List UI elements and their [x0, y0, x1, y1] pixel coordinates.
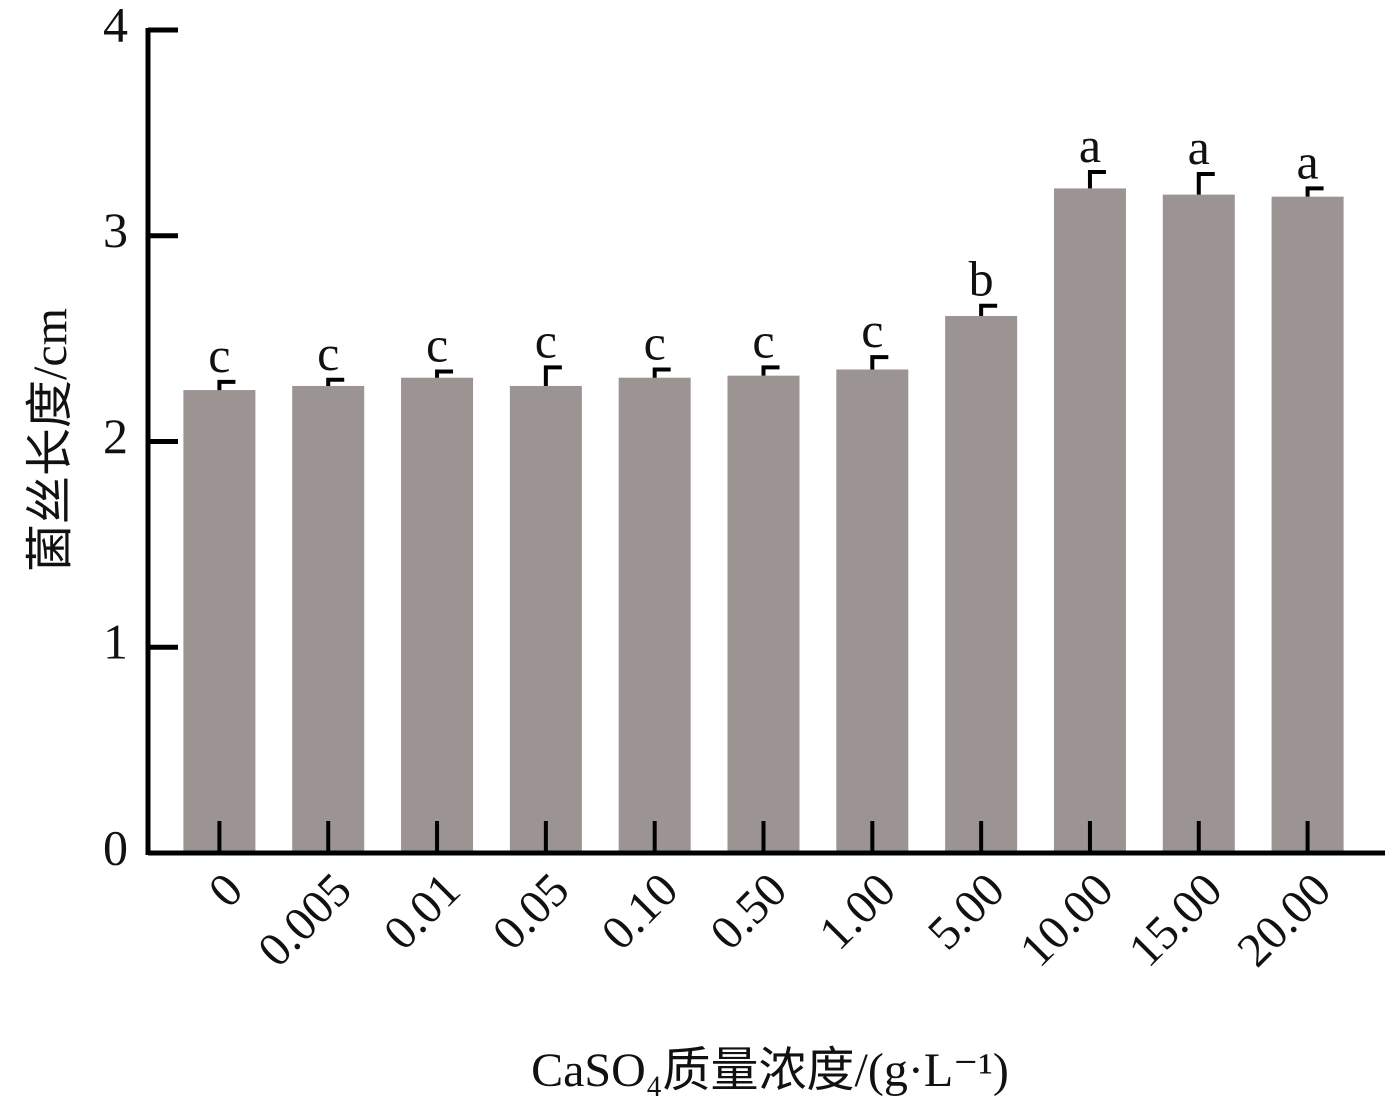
bar [1053, 188, 1126, 854]
significance-letter: b [969, 251, 994, 307]
error-bar [1305, 186, 1324, 197]
y-tick-label: 3 [103, 202, 128, 258]
bar [292, 385, 365, 853]
error-bar [217, 379, 236, 391]
significance-letter: c [535, 312, 557, 368]
significance-letter: a [1188, 119, 1210, 175]
y-axis-title: 菌丝长度/cm [24, 308, 77, 572]
x-tick-label: 0 [199, 863, 253, 917]
bar [1271, 196, 1344, 854]
error-bar [761, 365, 780, 376]
error-bar [435, 369, 454, 378]
bar [509, 385, 582, 853]
error-bar [979, 303, 998, 316]
error-bar [870, 355, 889, 370]
bar [183, 390, 256, 853]
bar [401, 377, 474, 853]
significance-letter: c [644, 314, 666, 370]
x-tick-label: 0.05 [483, 863, 580, 960]
x-tick-label: 10.00 [1010, 863, 1124, 977]
y-tick-label: 2 [103, 408, 128, 464]
bar [618, 377, 691, 853]
significance-letter: a [1296, 133, 1318, 189]
y-tick-label: 0 [103, 819, 128, 875]
bar [727, 375, 800, 853]
error-bar [543, 365, 562, 386]
significance-letter: c [317, 325, 339, 381]
x-tick-label: 15.00 [1118, 863, 1232, 977]
error-bar [1087, 169, 1106, 189]
x-tick-label: 20.00 [1227, 863, 1341, 977]
x-tick-label: 0.01 [374, 863, 471, 960]
error-bar [652, 367, 671, 378]
x-tick-label: 0.10 [591, 863, 688, 960]
x-tick-label: 0.005 [248, 863, 362, 977]
significance-letter: c [861, 302, 883, 358]
bar [836, 369, 909, 853]
x-tick-label: 5.00 [918, 863, 1015, 960]
x-tick-label: 1.00 [809, 863, 906, 960]
y-tick-label: 4 [103, 0, 128, 52]
significance-letter: c [208, 327, 230, 383]
error-bar [326, 377, 345, 386]
bar [945, 315, 1018, 853]
significance-letter: a [1079, 117, 1101, 173]
error-bar [1196, 172, 1215, 195]
y-tick-label: 1 [103, 614, 128, 670]
bar [1162, 194, 1235, 854]
significance-letter: c [752, 312, 774, 368]
significance-letter: c [426, 317, 448, 373]
x-tick-label: 0.50 [700, 863, 797, 960]
x-axis-title: CaSO₄质量浓度/(g·L⁻¹) [531, 1044, 1009, 1097]
